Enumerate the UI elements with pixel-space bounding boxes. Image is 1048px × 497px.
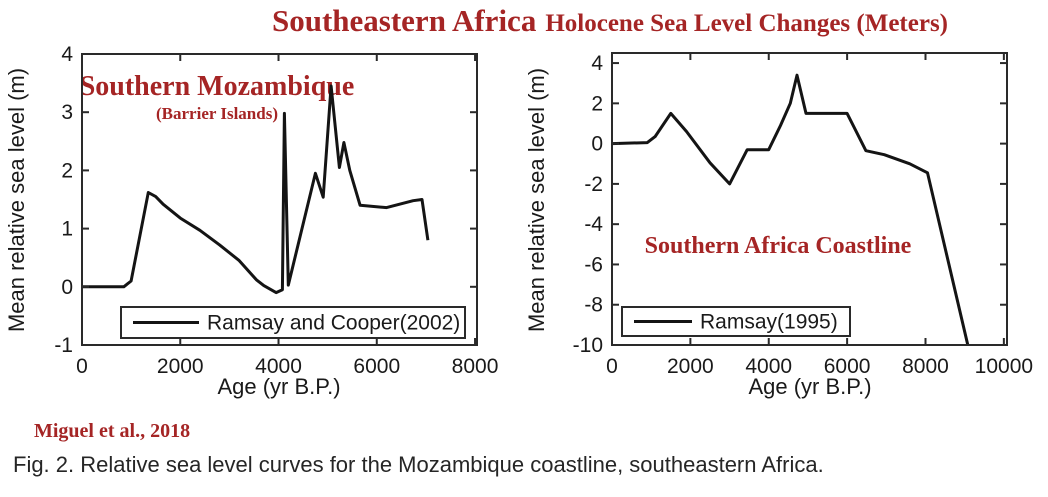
mozambique-region-label: Southern Mozambique [80,71,355,102]
mozambique-y-tick-label: -1 [54,334,73,357]
south-africa-x-tick-label: 10000 [975,355,1033,378]
figure-caption: Fig. 2. Relative sea level curves for th… [13,452,824,477]
mozambique-x-tick-label: 0 [76,355,88,378]
south-africa-y-axis-label: Mean relative sea level (m) [524,68,549,332]
south-africa-y-tick-label: -4 [584,213,603,236]
south-africa-y-tick-label: 2 [591,92,603,115]
mozambique-y-tick-label: 0 [61,276,73,299]
south-africa-y-tick-label: -2 [584,173,603,196]
chart-southern-africa-coastline: Southern Africa Coastline 0 2000 4000 6000 80… [524,52,1033,399]
mozambique-legend: Ramsay and Cooper(2002) [120,306,466,339]
mozambique-y-tick-label: 4 [61,43,73,66]
south-africa-x-tick-label: 2000 [667,355,714,378]
chart-southern-mozambique: Southern Mozambique (Barrier Islands) 0 200… [4,43,498,399]
figure-title: Southeastern Africa Holocene Sea Level Ch… [172,3,1048,39]
south-africa-curve [611,73,970,346]
south-africa-y-tick-label: 4 [591,52,603,75]
south-africa-ticks: 0 2000 4000 6000 8000 10000 -10 -8 -6 -4 -2 0 2 4 [573,52,1033,378]
figure-title-emphasis: Southeastern Africa [271,3,537,38]
south-africa-y-tick-label: 0 [591,133,603,156]
mozambique-y-tick-label: 2 [61,159,73,182]
mozambique-x-tick-label: 6000 [353,355,400,378]
south-africa-y-tick-label: -8 [584,294,603,317]
south-africa-legend-entry: Ramsay(1995) [700,311,838,334]
mozambique-y-tick-label: 1 [61,218,73,241]
south-africa-legend: Ramsay(1995) [621,306,851,337]
mozambique-curve [82,84,430,295]
south-africa-y-tick-label: -6 [584,253,603,276]
mozambique-x-tick-label: 8000 [452,355,499,378]
south-africa-y-tick-label: -10 [573,334,603,357]
figure-title-rest: Holocene Sea Level Changes (Meters) [545,10,949,37]
mozambique-x-tick-label: 2000 [157,355,204,378]
south-africa-x-tick-label: 4000 [745,355,792,378]
south-africa-x-axis-label: Age (yr B.P.) [748,374,871,399]
mozambique-y-tick-label: 3 [61,101,73,124]
south-africa-region-label: Southern Africa Coastline [645,233,912,259]
source-citation: Miguel et al., 2018 [34,420,191,442]
south-africa-x-tick-label: 6000 [824,355,871,378]
south-africa-plot-box [611,52,1008,346]
mozambique-y-axis-label: Mean relative sea level (m) [4,68,29,332]
south-africa-x-tick-label: 0 [606,355,618,378]
mozambique-x-axis-label: Age (yr B.P.) [217,374,340,399]
south-africa-x-tick-label: 8000 [902,355,949,378]
mozambique-legend-entry: Ramsay and Cooper(2002) [207,312,460,335]
mozambique-x-tick-label: 4000 [255,355,302,378]
mozambique-region-sublabel: (Barrier Islands) [156,104,278,123]
